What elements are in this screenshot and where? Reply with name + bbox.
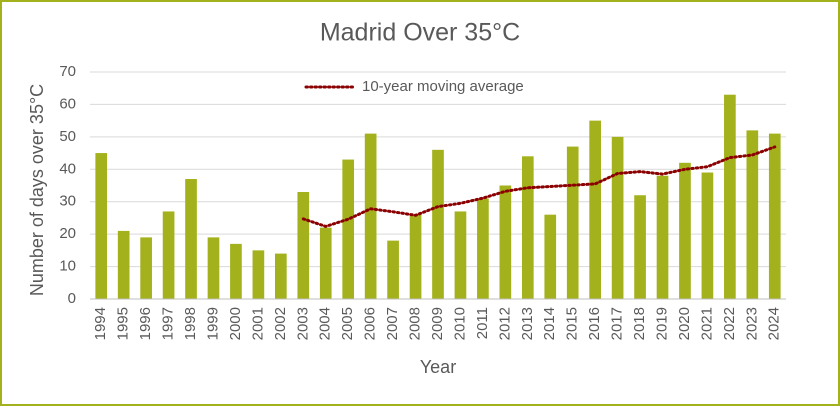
x-tick-label: 1999 [204, 307, 221, 340]
bar [409, 214, 422, 299]
x-tick-label: 2024 [766, 307, 783, 340]
x-tick-label: 1997 [160, 307, 177, 340]
bar [589, 120, 601, 300]
x-tick-label: 2017 [609, 307, 626, 340]
bar [140, 237, 152, 299]
moving-average-line [301, 145, 777, 228]
x-tick-label: 2015 [564, 307, 581, 340]
y-tick-label: 30 [59, 193, 76, 210]
y-tick-label: 20 [59, 225, 76, 242]
y-tick-label: 50 [59, 128, 76, 145]
x-tick-label: 2006 [362, 307, 379, 340]
x-tick-label: 2019 [653, 307, 670, 340]
x-tick-label: 2014 [541, 307, 558, 340]
legend-label: 10-year moving average [362, 78, 524, 95]
bar [117, 230, 130, 299]
y-tick-label: 60 [59, 95, 76, 112]
bar [95, 153, 108, 299]
bar [364, 133, 377, 299]
bar [387, 240, 399, 299]
bar [724, 94, 736, 299]
bar [746, 130, 759, 299]
bar [162, 211, 175, 299]
y-tick-label: 40 [59, 160, 76, 177]
x-tick-label: 2021 [698, 307, 715, 340]
bar [454, 211, 467, 299]
x-tick-label: 2022 [721, 307, 738, 340]
y-tick-label: 70 [59, 63, 76, 80]
x-tick-label: 2003 [294, 307, 311, 340]
x-tick-label: 2016 [586, 307, 603, 340]
x-tick-label: 2010 [451, 307, 468, 340]
bar [185, 179, 197, 299]
bar [207, 237, 220, 299]
bar [499, 185, 512, 299]
x-tick-label: 2005 [339, 307, 356, 340]
x-tick-label: 2023 [743, 307, 760, 340]
bar [230, 243, 242, 299]
bar [679, 162, 691, 299]
bar [275, 253, 287, 299]
bar [521, 156, 534, 299]
bar [566, 146, 579, 299]
x-tick-label: 2009 [429, 307, 446, 340]
x-tick-label: 2004 [317, 307, 334, 340]
x-tick-label: 2001 [249, 307, 266, 340]
bar [252, 250, 265, 299]
bar [319, 227, 332, 299]
bar [477, 198, 489, 299]
chart-title: Madrid Over 35°C [320, 19, 520, 47]
y-axis-title: Number of days over 35°C [27, 84, 47, 296]
x-axis-title: Year [420, 357, 456, 377]
bar [768, 133, 781, 299]
bar [544, 214, 557, 299]
x-tick-label: 1994 [92, 307, 109, 340]
x-tick-label: 2012 [496, 307, 513, 340]
x-tick-label: 2013 [519, 307, 536, 340]
bar [656, 175, 669, 299]
x-tick-label: 2011 [474, 307, 491, 339]
x-tick-label: 2000 [227, 307, 244, 340]
bar [432, 149, 444, 299]
x-tick-label: 2008 [407, 307, 424, 340]
bar [611, 136, 624, 299]
y-tick-label: 0 [68, 290, 76, 307]
bar [342, 159, 355, 299]
x-tick-label: 2002 [272, 307, 289, 340]
x-tick-label: 2007 [384, 307, 401, 340]
bar [297, 191, 310, 299]
x-tick-label: 2020 [676, 307, 693, 340]
bar [634, 195, 646, 299]
bar [701, 172, 714, 299]
x-tick-label: 2018 [631, 307, 648, 340]
x-tick-label: 1998 [182, 307, 199, 340]
x-tick-label: 1996 [137, 307, 154, 340]
y-tick-label: 10 [59, 258, 76, 275]
x-tick-label: 1995 [115, 307, 132, 340]
